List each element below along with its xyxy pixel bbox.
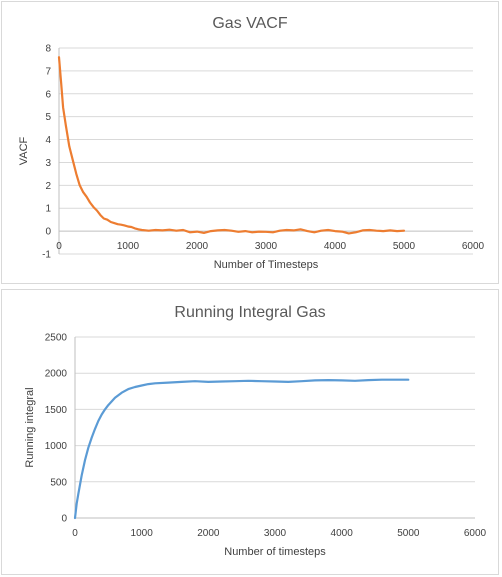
x-tick-label: 0: [72, 528, 78, 539]
y-tick-label: 1000: [45, 441, 68, 452]
x-tick-label: 3000: [264, 528, 287, 539]
x-tick-label: 0: [56, 241, 62, 252]
y-axis-label: Running integral: [24, 387, 36, 467]
chart-title: Gas VACF: [212, 15, 288, 32]
x-tick-label: 5000: [393, 241, 416, 252]
running-integral-chart: Running Integral Gas 0 500 1000 1500 2000 2500…: [24, 304, 487, 558]
y-tick-label: 2000: [45, 369, 68, 380]
x-tick-label: 2000: [186, 241, 209, 252]
x-tick-label: 5000: [397, 528, 420, 539]
y-tick-label: 1: [45, 204, 51, 215]
y-tick-label: 4: [45, 135, 51, 146]
y-tick-label: 1500: [45, 405, 68, 416]
x-tick-label: 4000: [331, 528, 354, 539]
x-tick-label: 6000: [464, 528, 487, 539]
x-tick-label: 6000: [462, 241, 485, 252]
y-tick-label: 2: [45, 181, 51, 192]
y-tick-label: 2500: [45, 333, 68, 344]
x-tick-label: 3000: [255, 241, 278, 252]
y-tick-label: 0: [45, 227, 51, 238]
x-tick-label: 1000: [117, 241, 140, 252]
x-tick-label: 1000: [131, 528, 154, 539]
series-line: [73, 378, 410, 520]
vacf-chart: Gas VACF -1 0 1 2 3 4 5 6 7 8 0 1000 2000 3000 4000 5000…: [18, 15, 485, 271]
vacf-chart-panel: Gas VACF -1 0 1 2 3 4 5 6 7 8 0 1000 2000 3000 4000 5000…: [1, 1, 499, 284]
y-tick-label: 500: [50, 477, 67, 488]
y-tick-label: -1: [42, 250, 51, 261]
x-tick-label: 2000: [197, 528, 220, 539]
y-tick-label: 3: [45, 158, 51, 169]
x-axis-label: Number of timesteps: [224, 546, 326, 558]
y-tick-label: 7: [45, 66, 51, 77]
y-tick-label: 8: [45, 44, 51, 55]
y-tick-label: 5: [45, 112, 51, 123]
chart-title: Running Integral Gas: [174, 304, 325, 321]
x-tick-label: 4000: [324, 241, 347, 252]
running-integral-chart-panel: Running Integral Gas 0 500 1000 1500 2000 2500…: [1, 289, 499, 575]
x-axis-label: Number of Timesteps: [214, 259, 319, 271]
series-line: [57, 56, 406, 235]
y-tick-label: 6: [45, 89, 51, 100]
y-tick-label: 0: [61, 514, 67, 525]
y-axis-label: VACF: [18, 136, 30, 165]
